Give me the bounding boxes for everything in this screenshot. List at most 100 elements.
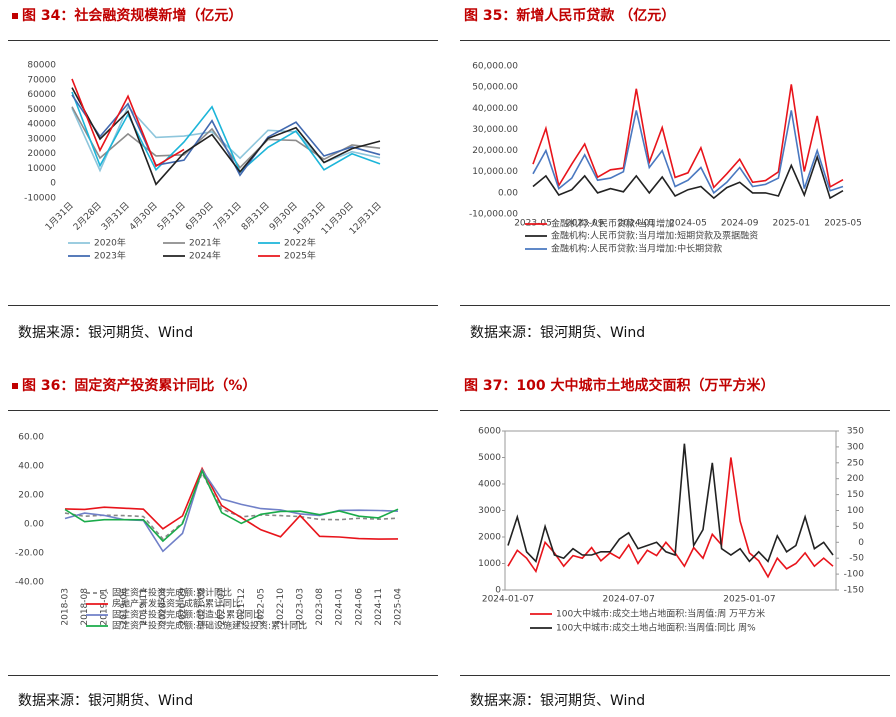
- y2-tick-label: 350: [847, 427, 864, 437]
- y-tick-label: -10000: [24, 194, 56, 204]
- x-tick-label: 8月31日: [239, 200, 272, 233]
- y-tick-label: 80000: [27, 61, 56, 71]
- y-tick-label: 40,000.00: [472, 104, 518, 114]
- rule: [460, 305, 890, 306]
- y2-tick-label: 100: [847, 506, 864, 516]
- legend-label: 2024年: [189, 250, 221, 262]
- legend-label: 2023年: [94, 250, 126, 262]
- x-tick-label: 2021-07: [217, 588, 227, 626]
- series-line: [507, 457, 834, 579]
- x-tick-label: 2019-06: [119, 588, 129, 626]
- y-tick-label: 60,000.00: [472, 62, 518, 72]
- y-tick-label: 3000: [478, 506, 501, 516]
- y-tick-label: 10000: [27, 164, 56, 174]
- series-line: [532, 84, 844, 189]
- legend-label: 2022年: [284, 237, 316, 249]
- y-tick-label: -40.00: [15, 578, 44, 588]
- y-tick-label: 60.00: [18, 433, 44, 443]
- chart: -10000 0 10000 20000 30000 40000 50000 60000 700…: [24, 61, 384, 262]
- y2-tick-label: 200: [847, 474, 864, 484]
- x-tick-label: 2020-04: [158, 588, 168, 626]
- x-tick-label: 2023-03: [296, 588, 306, 626]
- rule: [8, 675, 438, 676]
- series-line: [64, 471, 399, 541]
- x-tick-label: 2021-12: [237, 588, 247, 626]
- series-line: [71, 78, 185, 168]
- legend-label: 固定资产投资完成额:累计同比: [112, 587, 232, 599]
- legend-label: 金融机构:人民币贷款:当月增加:中长期贷款: [551, 243, 722, 255]
- legend-label: 固定资产投资完成额:制造业:累计同比: [112, 609, 262, 621]
- y-tick-label: 20000: [27, 149, 56, 159]
- series-line: [507, 443, 834, 563]
- y-tick-label: -20.00: [15, 549, 44, 559]
- y-tick-label: 30,000.00: [472, 125, 518, 135]
- x-tick-label: 2022-10: [276, 588, 286, 626]
- title: 图 34：社会融资规模新增（亿元）: [12, 5, 242, 25]
- y-tick-label: 1000: [478, 559, 501, 569]
- rule: [8, 410, 438, 411]
- chart: 0 1000 2000 3000 4000 5000 6000 -150 -100 -50 0 50 1…: [478, 427, 865, 634]
- x-tick-label: 2024-06: [354, 588, 364, 626]
- legend-label: 100大中城市:成交土地占地面积:当周值:同比 周%: [556, 622, 756, 634]
- y-tick-label: 30000: [27, 134, 56, 144]
- y-tick-label: 60000: [27, 90, 56, 100]
- x-tick-label: 2月28日: [71, 200, 104, 233]
- series-line: [71, 91, 381, 174]
- y-tick-label: -10,000.00: [469, 210, 518, 220]
- caption: 数据来源：银河期货、Wind: [470, 325, 646, 341]
- y-tick-label: 0: [495, 586, 501, 596]
- y-tick-label: 50000: [27, 105, 56, 115]
- x-tick-label: 2018-03: [61, 588, 71, 626]
- x-tick-label: 3月31日: [99, 200, 132, 233]
- y2-tick-label: 300: [847, 442, 864, 452]
- series-line: [532, 154, 844, 200]
- rule: [8, 305, 438, 306]
- x-tick-label: 2021-02: [198, 588, 208, 626]
- x-tick-label: 5月31日: [155, 200, 188, 233]
- x-tick-label: 2018-08: [80, 588, 90, 626]
- y-tick-label: 0: [50, 179, 56, 189]
- chart: -40.00 -20.00 0.00 20.00 40.00 60.00 2018-03 20…: [15, 433, 404, 632]
- x-tick-label: 2023-09: [566, 219, 604, 229]
- series-line: [64, 466, 399, 540]
- series-line: [64, 468, 399, 553]
- y-tick-label: 0.00: [24, 520, 44, 530]
- x-tick-label: 2020-09: [178, 588, 188, 626]
- x-tick-label: 2022-05: [256, 588, 266, 626]
- y-tick-label: 4000: [478, 480, 501, 490]
- x-tick-label: 2024-09: [721, 219, 759, 229]
- title: 图 35：新增人民币贷款 （亿元）: [464, 8, 676, 24]
- y2-tick-label: -50: [849, 554, 864, 564]
- series-line: [64, 468, 399, 543]
- x-tick-label: 2025-04: [394, 588, 404, 626]
- x-tick-label: 2024-05: [669, 219, 707, 229]
- rule: [8, 40, 438, 41]
- x-tick-label: 2024-07-07: [603, 595, 655, 605]
- caption: 数据来源：银河期货、Wind: [18, 325, 194, 341]
- x-tick-label: 2025-01-07: [723, 595, 775, 605]
- y-tick-label: 2000: [478, 533, 501, 543]
- y-tick-label: 20.00: [18, 491, 44, 501]
- rule: [460, 675, 890, 676]
- series-line: [71, 87, 381, 186]
- x-tick-label: 6月30日: [183, 200, 216, 233]
- plot-frame: [504, 430, 837, 591]
- y2-tick-label: -150: [844, 586, 865, 596]
- caption: 数据来源：银河期货、Wind: [470, 693, 646, 709]
- chart: -10,000.00 0.00 10,000.00 20,000.00 30,000.0…: [469, 62, 862, 255]
- x-tick-label: 2024-01: [335, 588, 345, 626]
- y2-tick-label: 250: [847, 458, 864, 468]
- y-tick-label: 6000: [478, 427, 501, 437]
- legend-label: 2025年: [284, 250, 316, 262]
- y-tick-label: 10,000.00: [472, 167, 518, 177]
- y2-tick-label: 150: [847, 490, 864, 500]
- x-tick-label: 4月30日: [127, 200, 160, 233]
- x-tick-label: 2019-11: [139, 588, 149, 626]
- y-tick-label: 20,000.00: [472, 146, 518, 156]
- legend-label: 金融机构:人民币贷款:当月增加: [551, 218, 674, 230]
- legend-label: 100大中城市:成交土地占地面积:当周值:周 万平方米: [556, 608, 765, 620]
- series-line: [71, 94, 381, 177]
- x-tick-label: 2024-01-07: [482, 595, 534, 605]
- y-tick-label: 50,000.00: [472, 83, 518, 93]
